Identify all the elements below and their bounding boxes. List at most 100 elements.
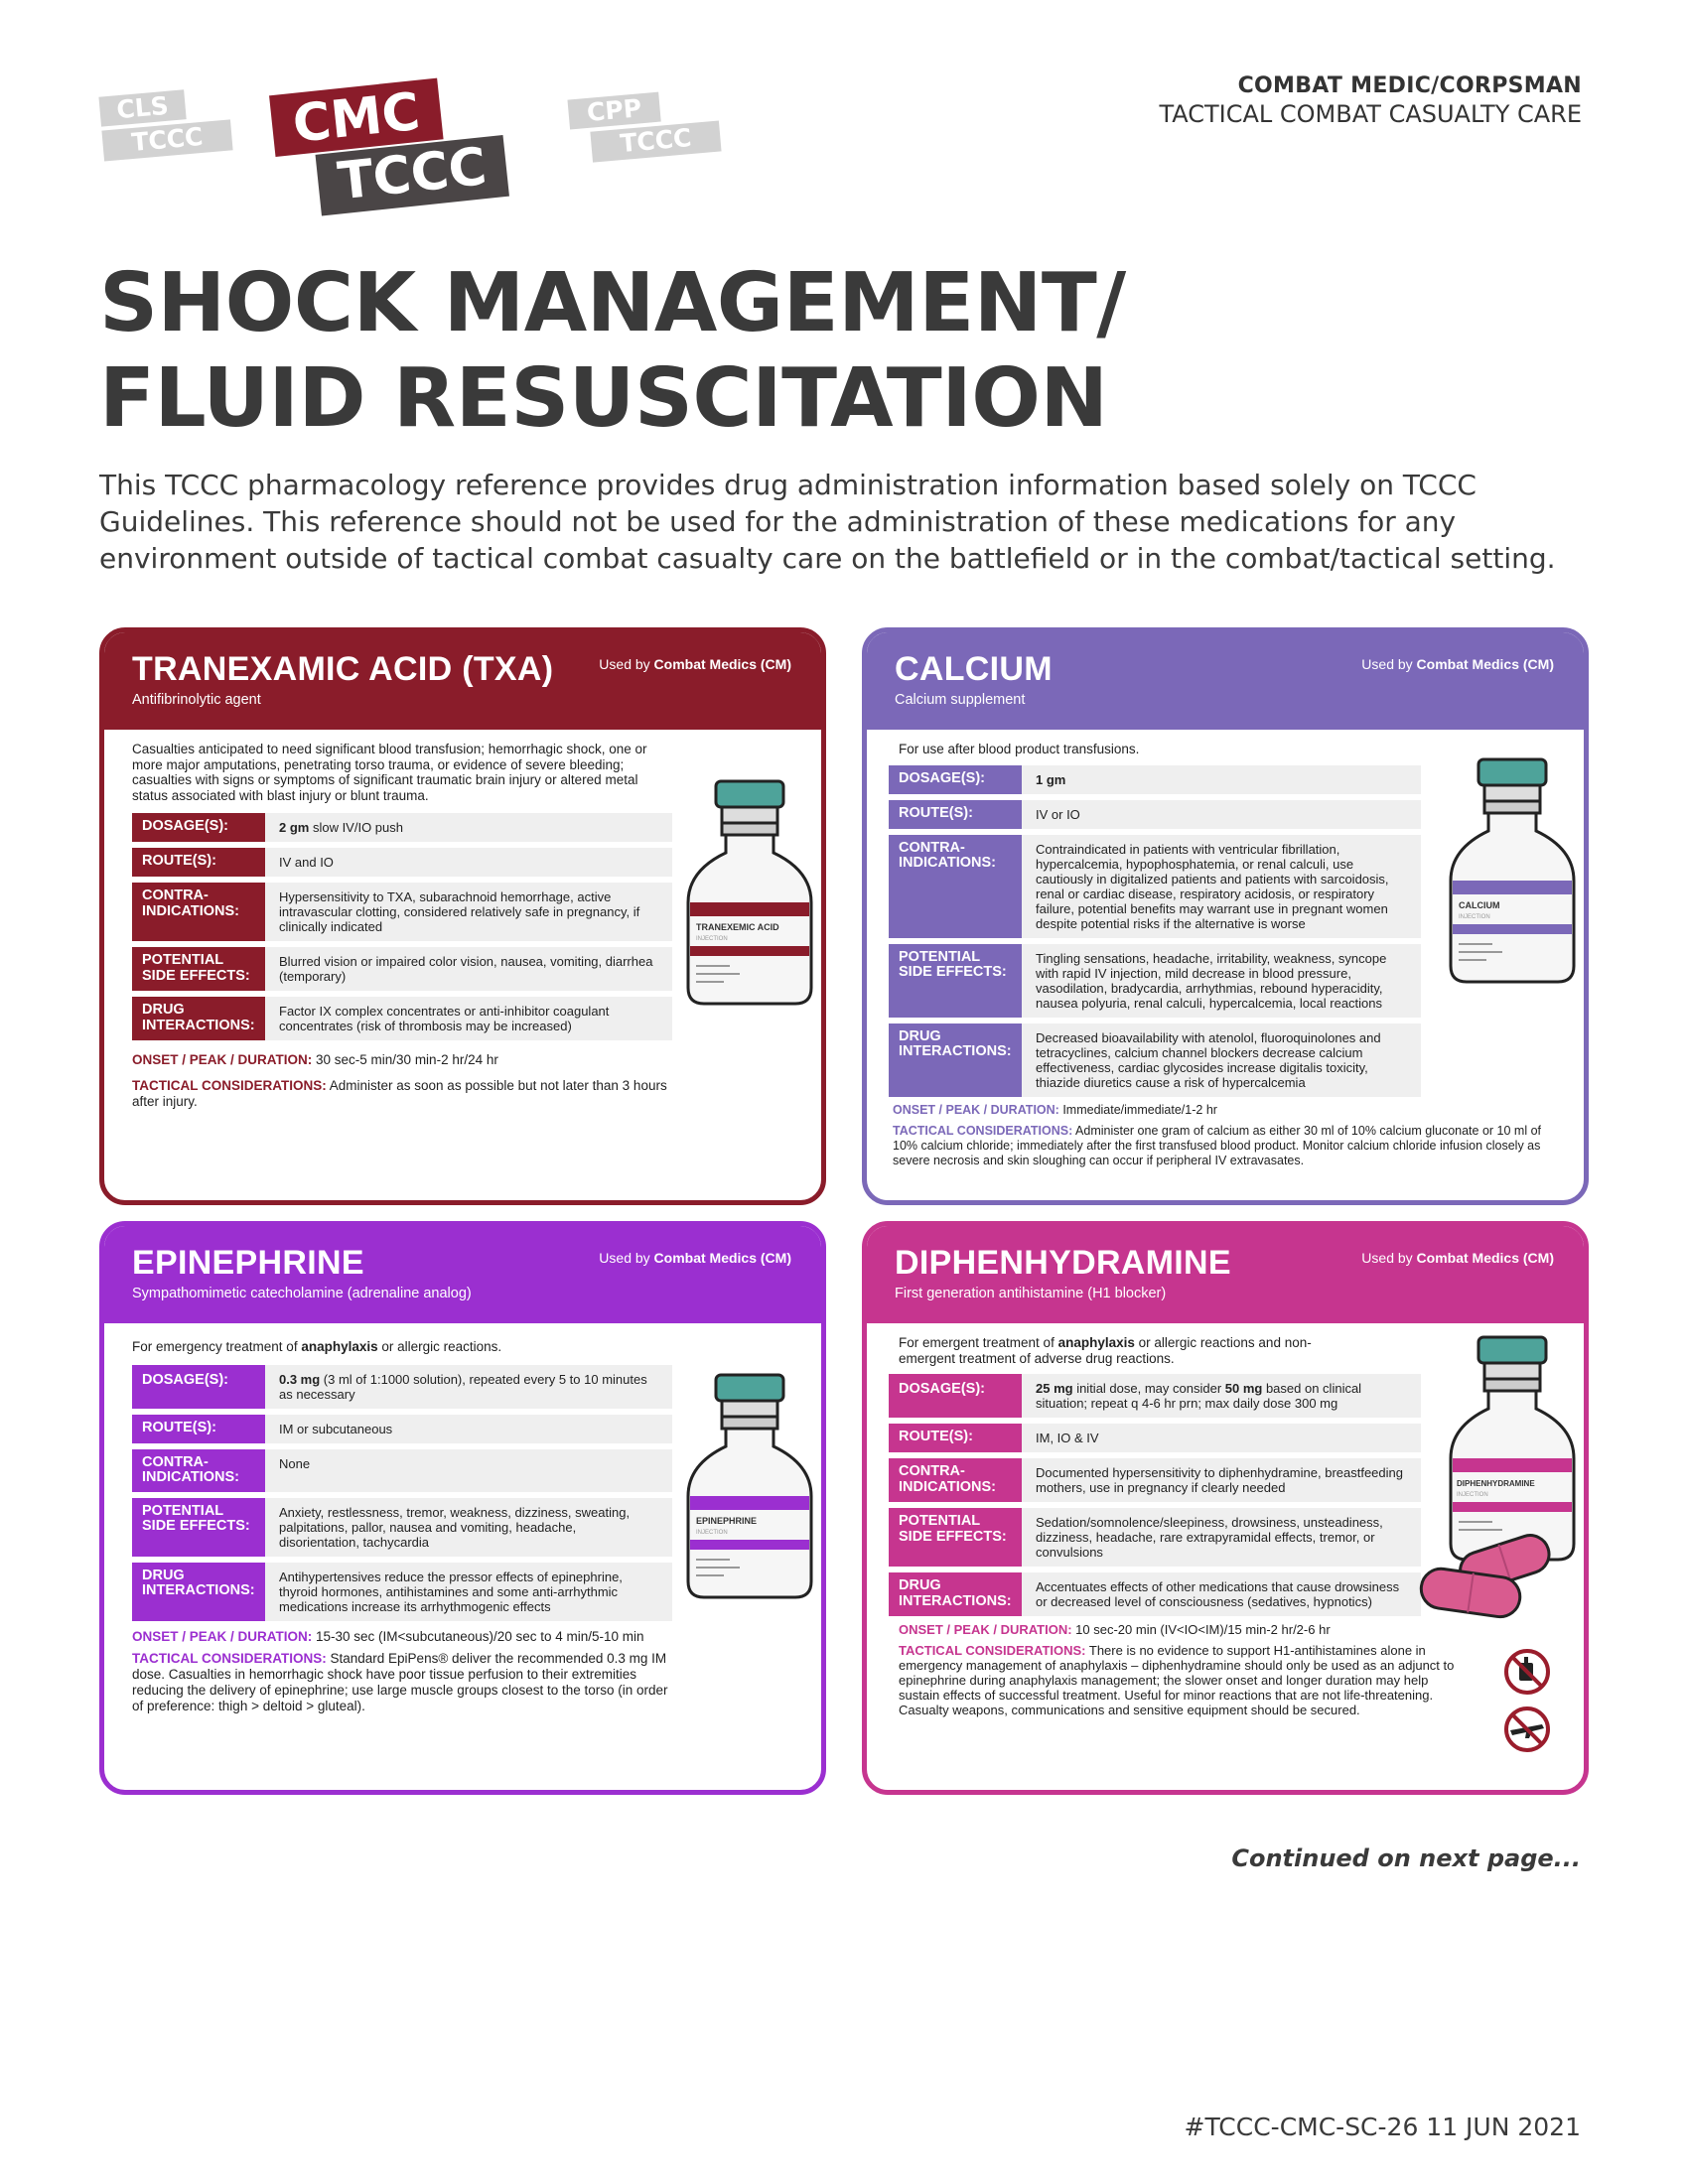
label-line: CONTRA-: [142, 1453, 209, 1470]
page-title: SHOCK MANAGEMENT/ FLUID RESUSCITATION: [99, 256, 1126, 447]
dosage-value: 25 mg initial dose, may consider 50 mg b…: [1022, 1374, 1421, 1418]
dosage-amount: 1 gm: [1036, 771, 1066, 787]
route-row: ROUTE(S): IV and IO: [132, 848, 672, 877]
dosage-label: DOSAGE(S):: [889, 764, 1022, 794]
indication-text: or allergic reactions.: [377, 1339, 502, 1354]
side-effects-row: POTENTIAL SIDE EFFECTS: Anxiety, restless…: [132, 1497, 672, 1557]
label-line: SIDE EFFECTS:: [142, 967, 250, 984]
label-line: SIDE EFFECTS:: [899, 1528, 1007, 1545]
tactical-value: There is no evidence to support H1-antih…: [899, 1643, 1455, 1717]
card-body: For emergent treatment of anaphylaxis or…: [867, 1323, 1584, 1717]
label-line: CONTRA-: [899, 1463, 965, 1479]
audience-line-1: COMBAT MEDIC/CORPSMAN: [1237, 73, 1582, 98]
notes: ONSET / PEAK / DURATION: 10 sec-20 min (…: [889, 1622, 1465, 1717]
indication-text: For emergency treatment of: [132, 1339, 302, 1354]
epinephrine-card: EPINEPHRINE Sympathomimetic catecholamin…: [99, 1221, 826, 1795]
dosage-label: DOSAGE(S):: [132, 813, 265, 842]
tactical-note: TACTICAL CONSIDERATIONS: Standard EpiPen…: [132, 1651, 672, 1714]
onset-value: 10 sec-20 min (IV<IO<IM)/15 min-2 hr/2-6…: [1071, 1622, 1331, 1637]
card-body: Casualties anticipated to need significa…: [104, 730, 821, 1110]
label-line: CONTRA-: [142, 887, 209, 903]
page-title-line-2: FLUID RESUSCITATION: [99, 351, 1108, 446]
contraindications-value: Hypersensitivity to TXA, subarachnoid he…: [265, 883, 672, 941]
label-line: DRUG: [142, 1002, 185, 1018]
drug-interactions-value: Decreased bioavailability with atenolol,…: [1022, 1023, 1421, 1097]
onset-label: ONSET / PEAK / DURATION:: [132, 1628, 313, 1644]
side-effects-value: Blurred vision or impaired color vision,…: [265, 947, 672, 991]
contraindications-label: CONTRA- INDICATIONS:: [132, 883, 265, 941]
dosage-value: 2 gm slow IV/IO push: [265, 813, 672, 842]
vial-label: CALCIUM: [1459, 900, 1500, 910]
drug-class: Sympathomimetic catecholamine (adrenalin…: [132, 1286, 472, 1301]
used-by: Used by Combat Medics (CM): [599, 1250, 791, 1266]
label-line: INDICATIONS:: [142, 1469, 240, 1485]
route-value: IV and IO: [265, 848, 672, 877]
notes: ONSET / PEAK / DURATION: Immediate/immed…: [889, 1103, 1562, 1168]
side-effects-row: POTENTIAL SIDE EFFECTS: Blurred vision or…: [132, 947, 672, 991]
txa-vial-image: TRANEXEMIC ACID INJECTION: [686, 779, 813, 1006]
label-line: SIDE EFFECTS:: [142, 1518, 250, 1534]
label-line: INDICATIONS:: [899, 1478, 997, 1495]
used-by-prefix: Used by: [599, 1250, 650, 1266]
onset-note: ONSET / PEAK / DURATION: 15-30 sec (IM<s…: [132, 1629, 672, 1645]
used-by: Used by Combat Medics (CM): [1361, 1250, 1554, 1266]
drug-interactions-value: Antihypertensives reduce the pressor eff…: [265, 1562, 672, 1621]
dosage-value: 0.3 mg (3 ml of 1:1000 solution), repeat…: [265, 1364, 672, 1409]
indication-text: For emergent treatment of: [899, 1335, 1058, 1350]
fields: DOSAGE(S): 1 gm ROUTE(S): IV or IO CONTR…: [889, 764, 1421, 1097]
contraindications-label: CONTRA- INDICATIONS:: [132, 1448, 265, 1492]
no-driving-icon: [1504, 1649, 1550, 1695]
dosage-label: DOSAGE(S):: [889, 1374, 1022, 1418]
tactical-value: Administer one gram of calcium as either…: [893, 1123, 1541, 1167]
onset-label: ONSET / PEAK / DURATION:: [132, 1052, 313, 1067]
onset-label: ONSET / PEAK / DURATION:: [893, 1102, 1059, 1117]
vial-label: EPINEPHRINE: [696, 1516, 757, 1526]
document-id: #TCCC-CMC-SC-26 11 JUN 2021: [1184, 2113, 1581, 2141]
indications: For emergency treatment of anaphylaxis o…: [132, 1323, 672, 1355]
vial-sub-label: INJECTION: [696, 1530, 728, 1536]
page-title-line-1: SHOCK MANAGEMENT/: [99, 256, 1126, 350]
continued-note: Continued on next page...: [1231, 1844, 1581, 1872]
used-by-name: Combat Medics (CM): [1416, 656, 1554, 672]
drug-interactions-value: Factor IX complex concentrates or anti-i…: [265, 997, 672, 1040]
contraindications-row: CONTRA- INDICATIONS: Contraindicated in p…: [889, 834, 1421, 938]
stamp-text: TCCC: [590, 120, 722, 163]
used-by: Used by Combat Medics (CM): [1361, 656, 1554, 672]
tactical-label: TACTICAL CONSIDERATIONS:: [132, 1078, 327, 1093]
onset-value: Immediate/immediate/1-2 hr: [1058, 1102, 1217, 1117]
stamp-text: CPP: [567, 91, 661, 130]
onset-note: ONSET / PEAK / DURATION: 30 sec-5 min/30…: [132, 1052, 672, 1068]
cmc-tccc-stamp: CMC TCCC: [269, 71, 509, 219]
contraindications-label: CONTRA- INDICATIONS:: [889, 1458, 1022, 1502]
dosage-row: DOSAGE(S): 1 gm: [889, 764, 1421, 794]
drug-name: DIPHENHYDRAMINE: [895, 1244, 1231, 1282]
drug-name: EPINEPHRINE: [132, 1244, 364, 1282]
side-effects-value: Sedation/somnolence/sleepiness, drowsine…: [1022, 1508, 1421, 1567]
drug-interactions-row: DRUG INTERACTIONS: Accentuates effects of…: [889, 1572, 1421, 1616]
dosage-amount: 25 mg: [1036, 1381, 1073, 1396]
dosage-amount: 2 gm: [279, 820, 310, 835]
dosage-detail: initial dose, may consider: [1072, 1381, 1225, 1396]
dosage-row: DOSAGE(S): 2 gm slow IV/IO push: [132, 813, 672, 842]
route-label: ROUTE(S):: [889, 1424, 1022, 1452]
tactical-label: TACTICAL CONSIDERATIONS:: [132, 1650, 327, 1666]
audience-header: COMBAT MEDIC/CORPSMAN TACTICAL COMBAT CA…: [1159, 73, 1582, 128]
cls-tccc-stamp: CLS TCCC: [98, 85, 233, 162]
drug-interactions-value: Accentuates effects of other medications…: [1022, 1572, 1421, 1616]
route-value: IV or IO: [1022, 799, 1421, 829]
side-effects-label: POTENTIAL SIDE EFFECTS:: [132, 1497, 265, 1557]
drug-interactions-label: DRUG INTERACTIONS:: [889, 1023, 1022, 1097]
route-label: ROUTE(S):: [889, 799, 1022, 829]
card-body: For use after blood product transfusions…: [867, 730, 1584, 1168]
route-label: ROUTE(S):: [132, 848, 265, 877]
contraindications-value: None: [265, 1448, 672, 1492]
drug-interactions-label: DRUG INTERACTIONS:: [889, 1572, 1022, 1616]
route-label: ROUTE(S):: [132, 1414, 265, 1443]
label-line: INTERACTIONS:: [899, 1043, 1012, 1059]
used-by-prefix: Used by: [1361, 656, 1413, 672]
contraindications-row: CONTRA- INDICATIONS: Documented hypersens…: [889, 1458, 1421, 1502]
card-header: EPINEPHRINE Sympathomimetic catecholamin…: [104, 1226, 821, 1323]
side-effects-value: Tingling sensations, headache, irritabil…: [1022, 943, 1421, 1018]
label-line: CONTRA-: [899, 839, 965, 856]
vial-sub-label: INJECTION: [1459, 914, 1490, 920]
